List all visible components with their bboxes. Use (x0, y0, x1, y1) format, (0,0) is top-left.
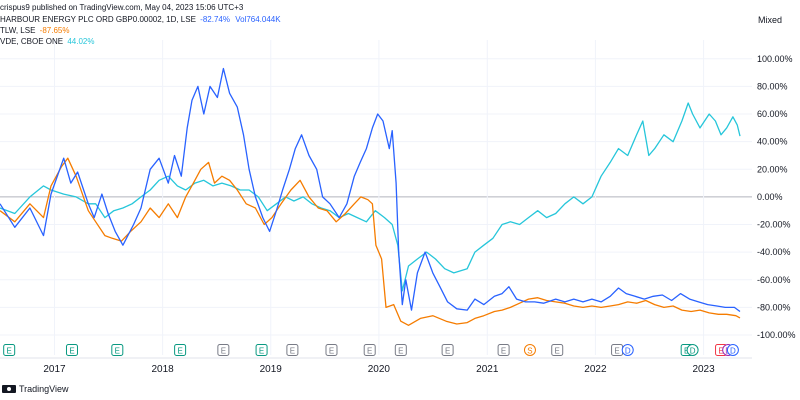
y-tick-label: 40.00% (757, 137, 788, 147)
event-marker: E (441, 344, 454, 356)
series-line-1 (0, 157, 741, 326)
event-marker-label: E (718, 347, 723, 356)
legend-row-vde[interactable]: VDE, CBOE ONE 44.02% (0, 37, 95, 47)
event-marker: S (523, 344, 536, 356)
event-marker-label: D (625, 347, 631, 356)
event-marker-label: S (527, 347, 532, 356)
legend-volume: Vol764.044K (235, 15, 281, 24)
tradingview-logo-icon (2, 385, 16, 393)
event-marker-badge (726, 344, 739, 356)
event-marker-label: E (555, 347, 560, 356)
event-marker-label: E (259, 347, 264, 356)
y-tick-label: 60.00% (757, 109, 788, 119)
event-marker-badge (217, 344, 230, 356)
event-marker-label: E (329, 347, 334, 356)
event-marker: E (174, 344, 187, 356)
event-marker-label: E (501, 347, 506, 356)
x-tick-label: 2019 (260, 364, 283, 375)
event-marker: D (726, 344, 739, 356)
event-marker-label: E (367, 347, 372, 356)
y-tick-label: 20.00% (757, 164, 788, 174)
legend-row-tlw[interactable]: TLW, LSE -87.65% (0, 26, 69, 36)
event-marker-badge (686, 344, 699, 356)
event-marker-badge (497, 344, 510, 356)
event-markers: EEEEEEEEEEEESEEDEDEDD (3, 344, 739, 356)
scale-mode-label[interactable]: Mixed (758, 15, 783, 25)
event-marker-badge (3, 344, 16, 356)
event-marker-label: D (690, 347, 696, 356)
event-marker-badge (394, 344, 407, 356)
y-axis: 100.00% 80.00% 60.00% 40.00% 20.00% 0.00% -20.… (757, 54, 796, 340)
event-marker-label: E (115, 347, 120, 356)
x-tick-label: 2022 (584, 364, 607, 375)
event-marker-label: E (177, 347, 182, 356)
event-marker: E (217, 344, 230, 356)
legend-label: VDE, CBOE ONE (0, 37, 64, 46)
y-tick-label: -40.00% (757, 247, 791, 257)
x-tick-label: 2023 (692, 364, 715, 375)
legend-change: -82.74% (200, 15, 230, 24)
x-tick-label: 2017 (43, 364, 66, 375)
series-line-0 (0, 67, 741, 313)
event-marker: E (497, 344, 510, 356)
event-marker-badge (621, 344, 634, 356)
event-marker: E (551, 344, 564, 356)
event-marker-badge (286, 344, 299, 356)
x-tick-label: 2021 (476, 364, 499, 375)
y-tick-label: 0.00% (757, 192, 783, 202)
event-marker: D (621, 344, 634, 356)
event-marker-label: E (290, 347, 295, 356)
event-marker-badge (255, 344, 268, 356)
legend-label: TLW, LSE (0, 26, 36, 35)
y-tick-label: 80.00% (757, 81, 788, 91)
event-marker: E (394, 344, 407, 356)
event-marker-badge (174, 344, 187, 356)
event-marker-badge (363, 344, 376, 356)
event-marker: E (111, 344, 124, 356)
x-tick-label: 2020 (368, 364, 391, 375)
event-marker-badge (441, 344, 454, 356)
published-caption: crispus9 published on TradingView.com, M… (0, 3, 244, 12)
legend-label: HARBOUR ENERGY PLC ORD GBP0.00002, 1D, L… (0, 15, 196, 24)
event-marker: E (65, 344, 78, 356)
event-marker-badge (111, 344, 124, 356)
event-marker: E (286, 344, 299, 356)
event-marker: D (686, 344, 699, 356)
event-marker-label: E (445, 347, 450, 356)
event-marker-label: E (221, 347, 226, 356)
event-marker-label: E (684, 347, 689, 356)
tradingview-logo-text: TradingView (19, 384, 69, 394)
event-marker-label: D (730, 347, 736, 356)
y-tick-label: -20.00% (757, 220, 791, 230)
x-tick-label: 2018 (152, 364, 175, 375)
grid-lines (0, 40, 752, 355)
legend-row-harbour[interactable]: HARBOUR ENERGY PLC ORD GBP0.00002, 1D, L… (0, 15, 281, 25)
y-tick-label: -60.00% (757, 275, 791, 285)
event-marker-badge (523, 344, 536, 356)
event-marker: E (255, 344, 268, 356)
event-marker: E (3, 344, 16, 356)
series-lines (0, 67, 741, 326)
event-marker-label: E (614, 347, 619, 356)
legend-change: 44.02% (67, 37, 95, 46)
y-tick-label: 100.00% (757, 54, 793, 64)
legend-change: -87.65% (39, 26, 70, 35)
event-marker-label: E (398, 347, 403, 356)
event-marker-label: E (69, 347, 74, 356)
tradingview-logo[interactable]: TradingView (2, 384, 69, 394)
event-marker-badge (551, 344, 564, 356)
event-marker: E (611, 344, 624, 356)
y-tick-label: -100.00% (757, 330, 796, 340)
event-marker-label: E (7, 347, 12, 356)
event-marker: E (363, 344, 376, 356)
x-axis: 2017 2018 2019 2020 2021 2022 2023 (0, 357, 752, 375)
y-tick-label: -80.00% (757, 302, 791, 312)
event-marker-badge (325, 344, 338, 356)
event-marker-badge (65, 344, 78, 356)
event-marker: E (325, 344, 338, 356)
